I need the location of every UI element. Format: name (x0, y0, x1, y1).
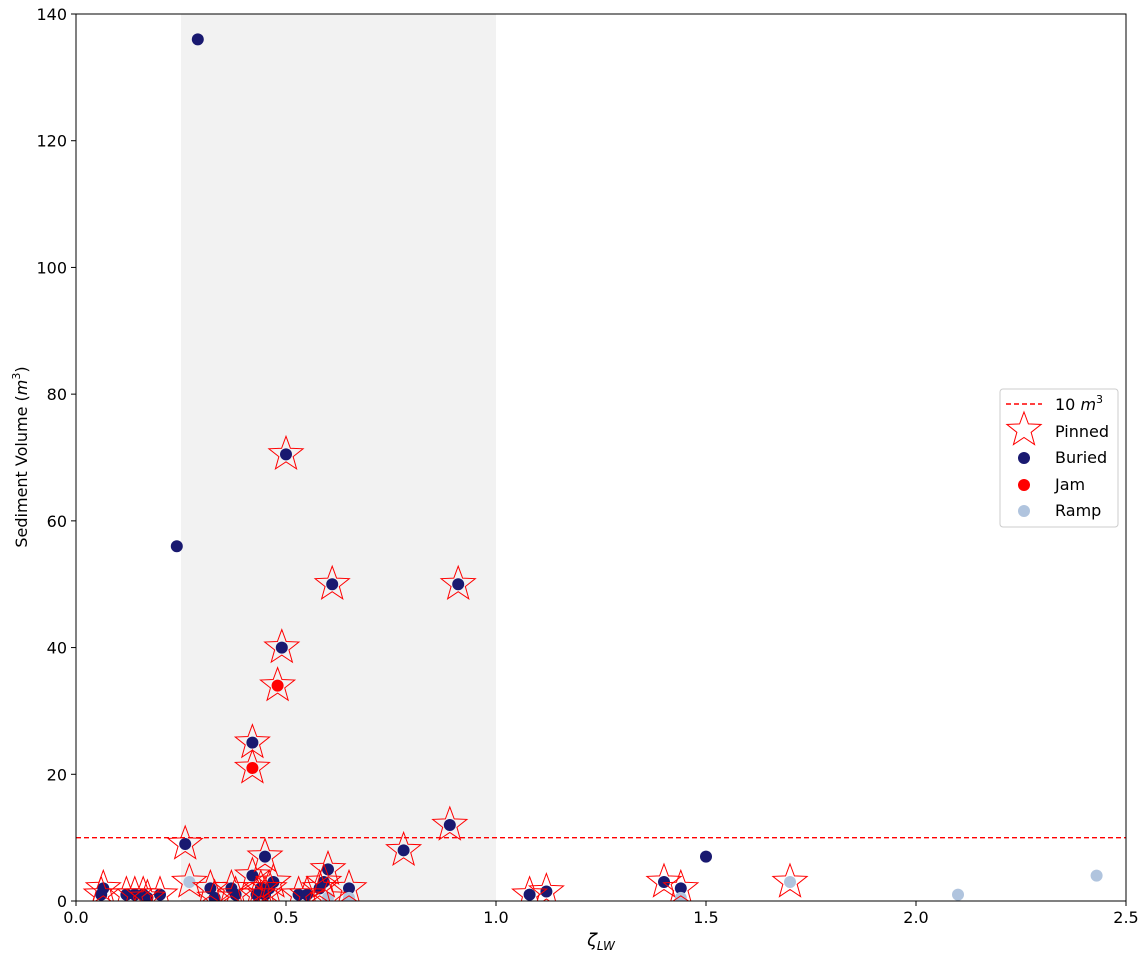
point-jam (271, 679, 284, 692)
point-ramp (784, 875, 796, 888)
point-ramp (183, 875, 196, 888)
y-axis-label-main: Sediment Volume ( (12, 395, 31, 547)
point-pinned (84, 868, 122, 901)
point-pinned (771, 862, 809, 898)
point-buried (280, 448, 292, 461)
point-buried (275, 641, 288, 654)
legend-threshold-exp: 3 (1096, 393, 1103, 406)
y-axis-label-exp: 3 (10, 373, 23, 380)
point-buried (700, 850, 712, 863)
point-pinned (645, 862, 683, 898)
x-tick-label: 2.0 (903, 908, 928, 927)
point-buried (97, 882, 110, 895)
point-buried (208, 891, 221, 901)
point-pinned (233, 748, 271, 784)
legend-label-pinned: Pinned (1055, 422, 1109, 441)
point-pinned (250, 868, 288, 901)
plot-frame (75, 13, 1127, 902)
legend-threshold-main: 10 (1055, 395, 1080, 414)
point-buried (674, 882, 687, 895)
shaded-region (181, 14, 496, 901)
point-buried (179, 837, 192, 850)
y-tick-label: 40 (47, 639, 67, 658)
legend-star-icon (1005, 410, 1043, 446)
point-buried (204, 882, 217, 895)
point-buried (191, 33, 204, 46)
point-pinned (141, 875, 179, 901)
point-pinned (263, 628, 301, 664)
point-pinned (288, 875, 326, 901)
point-pinned (305, 862, 343, 898)
legend-dot-ramp (1018, 505, 1030, 517)
point-buried (259, 850, 271, 863)
legend-star-marker (1005, 410, 1043, 446)
point-buried (326, 578, 339, 591)
x-axis-label-main: ζ (586, 930, 598, 951)
legend-dot-buried (1018, 452, 1030, 464)
point-pinned (196, 878, 234, 901)
data-marks (82, 33, 1103, 901)
point-pinned (246, 837, 284, 873)
point-buried (246, 736, 259, 749)
point-pinned (128, 878, 166, 901)
point-pinned (431, 805, 469, 841)
y-tick-label: 0 (57, 892, 67, 911)
x-tick-label: 1.5 (693, 908, 718, 927)
x-tick-label: 0.0 (63, 908, 88, 927)
y-axis-label-unit: m (12, 380, 31, 396)
point-pinned (124, 875, 162, 901)
y-tick-label: 20 (47, 765, 67, 784)
point-pinned (170, 862, 208, 898)
legend: 10 m3 Pinned Buried Jam Ramp (999, 388, 1119, 528)
x-tick-label: 0.5 (273, 908, 298, 927)
point-buried (540, 885, 553, 898)
point-pinned (309, 878, 347, 901)
point-jam (246, 761, 259, 774)
legend-label-threshold: 10 m3 (1055, 393, 1103, 414)
x-axis: 0.0 0.5 1.0 1.5 2.0 2.5 (63, 901, 1139, 927)
point-buried (343, 882, 355, 895)
point-pinned (259, 666, 297, 702)
point-pinned (267, 434, 305, 471)
point-buried (170, 540, 183, 553)
x-tick-label: 1.0 (483, 908, 508, 927)
x-axis-label-sub: LW (597, 939, 616, 953)
point-ramp (1090, 869, 1103, 882)
y-tick-label: 140 (36, 5, 67, 24)
x-axis-label: ζLW (586, 930, 616, 953)
point-buried (397, 844, 410, 857)
legend-label-buried: Buried (1055, 448, 1107, 467)
point-buried (292, 888, 305, 901)
y-tick-label: 80 (47, 385, 67, 404)
point-buried (452, 578, 465, 591)
point-pinned (439, 564, 477, 600)
point-pinned (662, 868, 700, 901)
point-pinned (330, 868, 368, 901)
y-axis-label-close: ) (12, 366, 31, 372)
legend-label-ramp: Ramp (1055, 501, 1101, 520)
y-tick-label: 120 (36, 132, 67, 151)
point-buried (523, 888, 536, 901)
point-pinned (385, 830, 423, 867)
point-pinned (511, 875, 549, 901)
point-buried (443, 818, 456, 831)
legend-threshold-unit: m (1080, 395, 1096, 414)
y-axis-label: Sediment Volume (m3) (10, 366, 31, 547)
legend-label-jam: Jam (1054, 475, 1085, 494)
point-ramp (952, 888, 964, 901)
point-pinned (313, 564, 351, 600)
legend-dot-jam (1018, 479, 1030, 491)
point-pinned (527, 872, 565, 901)
x-tick-label: 2.5 (1113, 908, 1138, 927)
point-pinned (309, 849, 347, 886)
y-axis: 0 20 40 60 80 100 120 140 (36, 5, 76, 911)
y-tick-label: 60 (47, 512, 67, 531)
y-tick-label: 100 (36, 258, 67, 277)
